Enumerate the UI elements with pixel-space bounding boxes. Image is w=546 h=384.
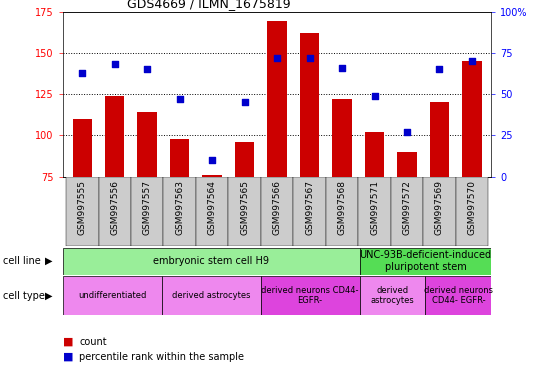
Text: percentile rank within the sample: percentile rank within the sample <box>79 352 244 362</box>
Point <box>208 157 217 163</box>
Point <box>402 129 411 135</box>
Text: ■: ■ <box>63 337 73 347</box>
Bar <box>456 177 488 246</box>
Point <box>78 70 87 76</box>
Bar <box>293 177 326 246</box>
Point <box>143 66 152 73</box>
Text: GSM997567: GSM997567 <box>305 180 314 235</box>
Bar <box>228 177 261 246</box>
Point <box>175 96 184 102</box>
Bar <box>359 248 491 275</box>
Text: derived neurons CD44-
EGFR-: derived neurons CD44- EGFR- <box>262 286 359 305</box>
Bar <box>66 177 98 246</box>
Bar <box>131 177 163 246</box>
Point <box>273 55 282 61</box>
Text: GSM997555: GSM997555 <box>78 180 87 235</box>
Point <box>240 99 249 106</box>
Point <box>435 66 444 73</box>
Text: GSM997566: GSM997566 <box>272 180 282 235</box>
Text: GSM997568: GSM997568 <box>337 180 347 235</box>
Text: embryonic stem cell H9: embryonic stem cell H9 <box>153 256 269 266</box>
Text: derived neurons
CD44- EGFR-: derived neurons CD44- EGFR- <box>424 286 493 305</box>
Bar <box>63 248 359 275</box>
Bar <box>391 177 423 246</box>
Point <box>305 55 314 61</box>
Bar <box>365 132 384 300</box>
Point <box>370 93 379 99</box>
Text: GSM997563: GSM997563 <box>175 180 184 235</box>
Text: GSM997565: GSM997565 <box>240 180 249 235</box>
Text: ■: ■ <box>63 352 73 362</box>
Bar <box>423 177 456 246</box>
Text: undifferentiated: undifferentiated <box>78 291 146 300</box>
Bar <box>196 177 228 246</box>
Bar <box>268 22 287 300</box>
Text: GSM997572: GSM997572 <box>402 180 412 235</box>
Bar <box>98 177 131 246</box>
Bar <box>235 142 254 300</box>
Text: GDS4669 / ILMN_1675819: GDS4669 / ILMN_1675819 <box>127 0 290 10</box>
Text: derived
astrocytes: derived astrocytes <box>371 286 414 305</box>
Bar <box>326 177 358 246</box>
Bar <box>462 61 482 300</box>
Text: cell type: cell type <box>3 291 45 301</box>
Point <box>110 61 119 68</box>
Bar <box>138 112 157 300</box>
Bar <box>105 96 124 300</box>
Text: GSM997569: GSM997569 <box>435 180 444 235</box>
Text: GSM997564: GSM997564 <box>207 180 217 235</box>
Bar <box>430 103 449 300</box>
Text: cell line: cell line <box>3 256 40 266</box>
Text: derived astrocytes: derived astrocytes <box>172 291 251 300</box>
Text: UNC-93B-deficient-induced
pluripotent stem: UNC-93B-deficient-induced pluripotent st… <box>359 250 491 272</box>
Text: GSM997556: GSM997556 <box>110 180 119 235</box>
Text: GSM997557: GSM997557 <box>143 180 152 235</box>
Bar <box>203 175 222 300</box>
Bar <box>358 177 391 246</box>
Bar <box>397 152 417 300</box>
Text: ▶: ▶ <box>45 256 52 266</box>
Text: GSM997570: GSM997570 <box>467 180 477 235</box>
Bar <box>333 99 352 300</box>
Bar <box>260 276 359 315</box>
Bar <box>425 276 491 315</box>
Bar <box>300 33 319 300</box>
Text: ▶: ▶ <box>45 291 52 301</box>
Bar <box>73 119 92 300</box>
Bar <box>170 139 189 300</box>
Bar <box>63 276 162 315</box>
Point <box>337 65 346 71</box>
Bar <box>163 177 196 246</box>
Bar <box>162 276 260 315</box>
Bar <box>359 276 425 315</box>
Bar <box>261 177 293 246</box>
Point <box>467 58 476 64</box>
Text: count: count <box>79 337 107 347</box>
Text: GSM997571: GSM997571 <box>370 180 379 235</box>
